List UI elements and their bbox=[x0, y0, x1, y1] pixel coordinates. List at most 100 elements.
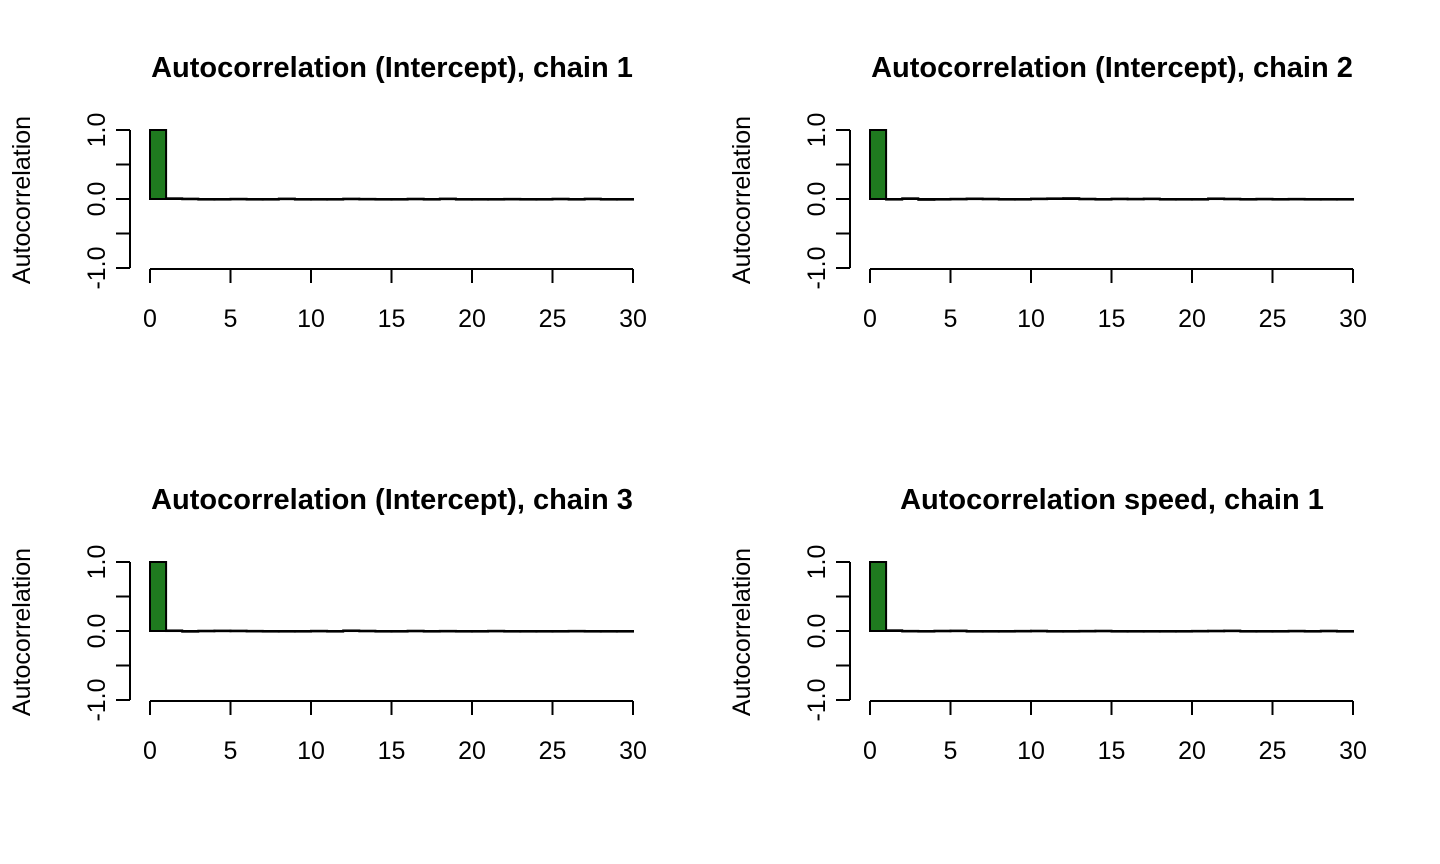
acf-bar bbox=[567, 629, 586, 633]
acf-bar bbox=[997, 198, 1016, 201]
acf-bar bbox=[599, 630, 618, 633]
acf-bar bbox=[551, 197, 570, 201]
y-tick-label: -1.0 bbox=[803, 678, 831, 721]
acf-bar bbox=[535, 630, 554, 633]
x-tick-label: 15 bbox=[1098, 305, 1126, 333]
acf-bar bbox=[454, 198, 473, 201]
acf-bar bbox=[519, 198, 538, 201]
y-tick-label: 1.0 bbox=[803, 113, 831, 148]
x-tick-label: 25 bbox=[1259, 737, 1287, 765]
axes: -1.0 0.0 1.0 0 5 10 15 20 25 30 bbox=[803, 113, 1367, 333]
y-tick-label: 0.0 bbox=[803, 614, 831, 649]
x-tick-label: 30 bbox=[619, 305, 647, 333]
x-tick-label: 20 bbox=[1178, 737, 1206, 765]
acf-bar bbox=[965, 630, 984, 633]
acf-bar bbox=[1013, 198, 1033, 201]
acf-bar bbox=[342, 629, 361, 633]
x-tick-label: 10 bbox=[1017, 737, 1045, 765]
acf-bars bbox=[149, 561, 635, 633]
acf-bar bbox=[1174, 198, 1194, 201]
acf-bar bbox=[519, 630, 538, 633]
acf-bar bbox=[885, 198, 904, 201]
acf-bar bbox=[965, 197, 984, 201]
x-tick-label: 5 bbox=[224, 737, 238, 765]
acf-bar bbox=[1062, 197, 1081, 200]
acf-bar bbox=[1271, 630, 1290, 633]
acf-bar bbox=[1062, 630, 1081, 633]
acf-bar bbox=[1207, 629, 1226, 633]
acf-bar bbox=[229, 197, 248, 201]
y-tick-label: -1.0 bbox=[83, 678, 111, 721]
acf-bar bbox=[1110, 630, 1129, 633]
acf-bar bbox=[1335, 630, 1355, 633]
y-tick-label: 1.0 bbox=[803, 545, 831, 580]
acf-bar bbox=[1094, 198, 1113, 201]
x-tick-label: 5 bbox=[944, 305, 958, 333]
acf-bar bbox=[1271, 198, 1290, 201]
acf-bar bbox=[406, 629, 425, 633]
acf-bar bbox=[949, 197, 968, 201]
acf-bar bbox=[374, 630, 393, 633]
acf-bar bbox=[1319, 198, 1338, 201]
acf-bar bbox=[197, 198, 216, 201]
acf-bar bbox=[997, 630, 1016, 633]
acf-bar bbox=[1142, 630, 1161, 633]
x-tick-label: 10 bbox=[1017, 305, 1045, 333]
x-tick-label: 10 bbox=[297, 305, 325, 333]
y-tick-label: 0.0 bbox=[83, 182, 111, 217]
x-tick-label: 15 bbox=[378, 737, 406, 765]
acf-bar bbox=[981, 197, 1000, 201]
acf-bar bbox=[165, 629, 184, 633]
x-tick-label: 0 bbox=[863, 737, 877, 765]
acf-bar bbox=[1094, 629, 1113, 633]
acf-bar bbox=[358, 197, 377, 201]
acf-bar bbox=[487, 198, 506, 201]
acf-bar bbox=[1191, 629, 1210, 633]
acf-bar bbox=[277, 630, 296, 633]
acf-bar bbox=[917, 630, 936, 633]
acf-bar bbox=[149, 129, 168, 200]
acf-bar bbox=[213, 629, 232, 633]
acf-bar bbox=[551, 630, 570, 633]
y-tick-label: 1.0 bbox=[83, 113, 111, 148]
acf-bars bbox=[869, 561, 1355, 633]
acf-bar bbox=[1335, 198, 1355, 201]
x-tick-label: 15 bbox=[378, 305, 406, 333]
acf-bar bbox=[326, 630, 345, 633]
acf-bar bbox=[438, 629, 457, 633]
acf-panel-intercept-chain-3: Autocorrelation (Intercept), chain 3 Aut… bbox=[8, 484, 647, 765]
x-tick-label: 10 bbox=[297, 737, 325, 765]
acf-bar bbox=[535, 198, 554, 201]
x-tick-label: 5 bbox=[224, 305, 238, 333]
acf-bar bbox=[390, 630, 409, 633]
acf-bar bbox=[1046, 630, 1065, 633]
acf-bar bbox=[471, 198, 490, 201]
acf-bar bbox=[406, 197, 425, 201]
acf-bar bbox=[1030, 629, 1049, 633]
acf-bar bbox=[583, 197, 602, 201]
panel-title: Autocorrelation speed, chain 1 bbox=[900, 484, 1324, 516]
acf-bar bbox=[885, 629, 904, 632]
y-tick-label: 0.0 bbox=[83, 614, 111, 649]
acf-bar bbox=[293, 630, 312, 633]
acf-bar bbox=[342, 197, 361, 201]
axes: -1.0 0.0 1.0 0 5 10 15 20 25 30 bbox=[83, 113, 647, 333]
acf-bar bbox=[1046, 197, 1065, 200]
acf-bar bbox=[422, 630, 441, 633]
panel-title: Autocorrelation (Intercept), chain 2 bbox=[871, 52, 1353, 84]
acf-bar bbox=[933, 198, 952, 201]
acf-bar bbox=[1158, 198, 1177, 201]
acf-bar bbox=[181, 197, 200, 201]
acf-bar bbox=[1287, 197, 1306, 201]
acf-bar bbox=[422, 198, 441, 201]
acf-bar bbox=[1255, 630, 1274, 633]
acf-bar bbox=[1303, 198, 1322, 201]
acf-bar bbox=[1303, 630, 1322, 633]
x-tick-label: 5 bbox=[944, 737, 958, 765]
x-tick-label: 30 bbox=[619, 737, 647, 765]
acf-panel-speed-chain-1: Autocorrelation speed, chain 1 Autocorre… bbox=[728, 484, 1367, 765]
acf-bar bbox=[326, 198, 345, 201]
acf-bar bbox=[901, 197, 920, 200]
acf-bar bbox=[358, 629, 377, 633]
y-axis-label: Autocorrelation bbox=[728, 548, 756, 716]
